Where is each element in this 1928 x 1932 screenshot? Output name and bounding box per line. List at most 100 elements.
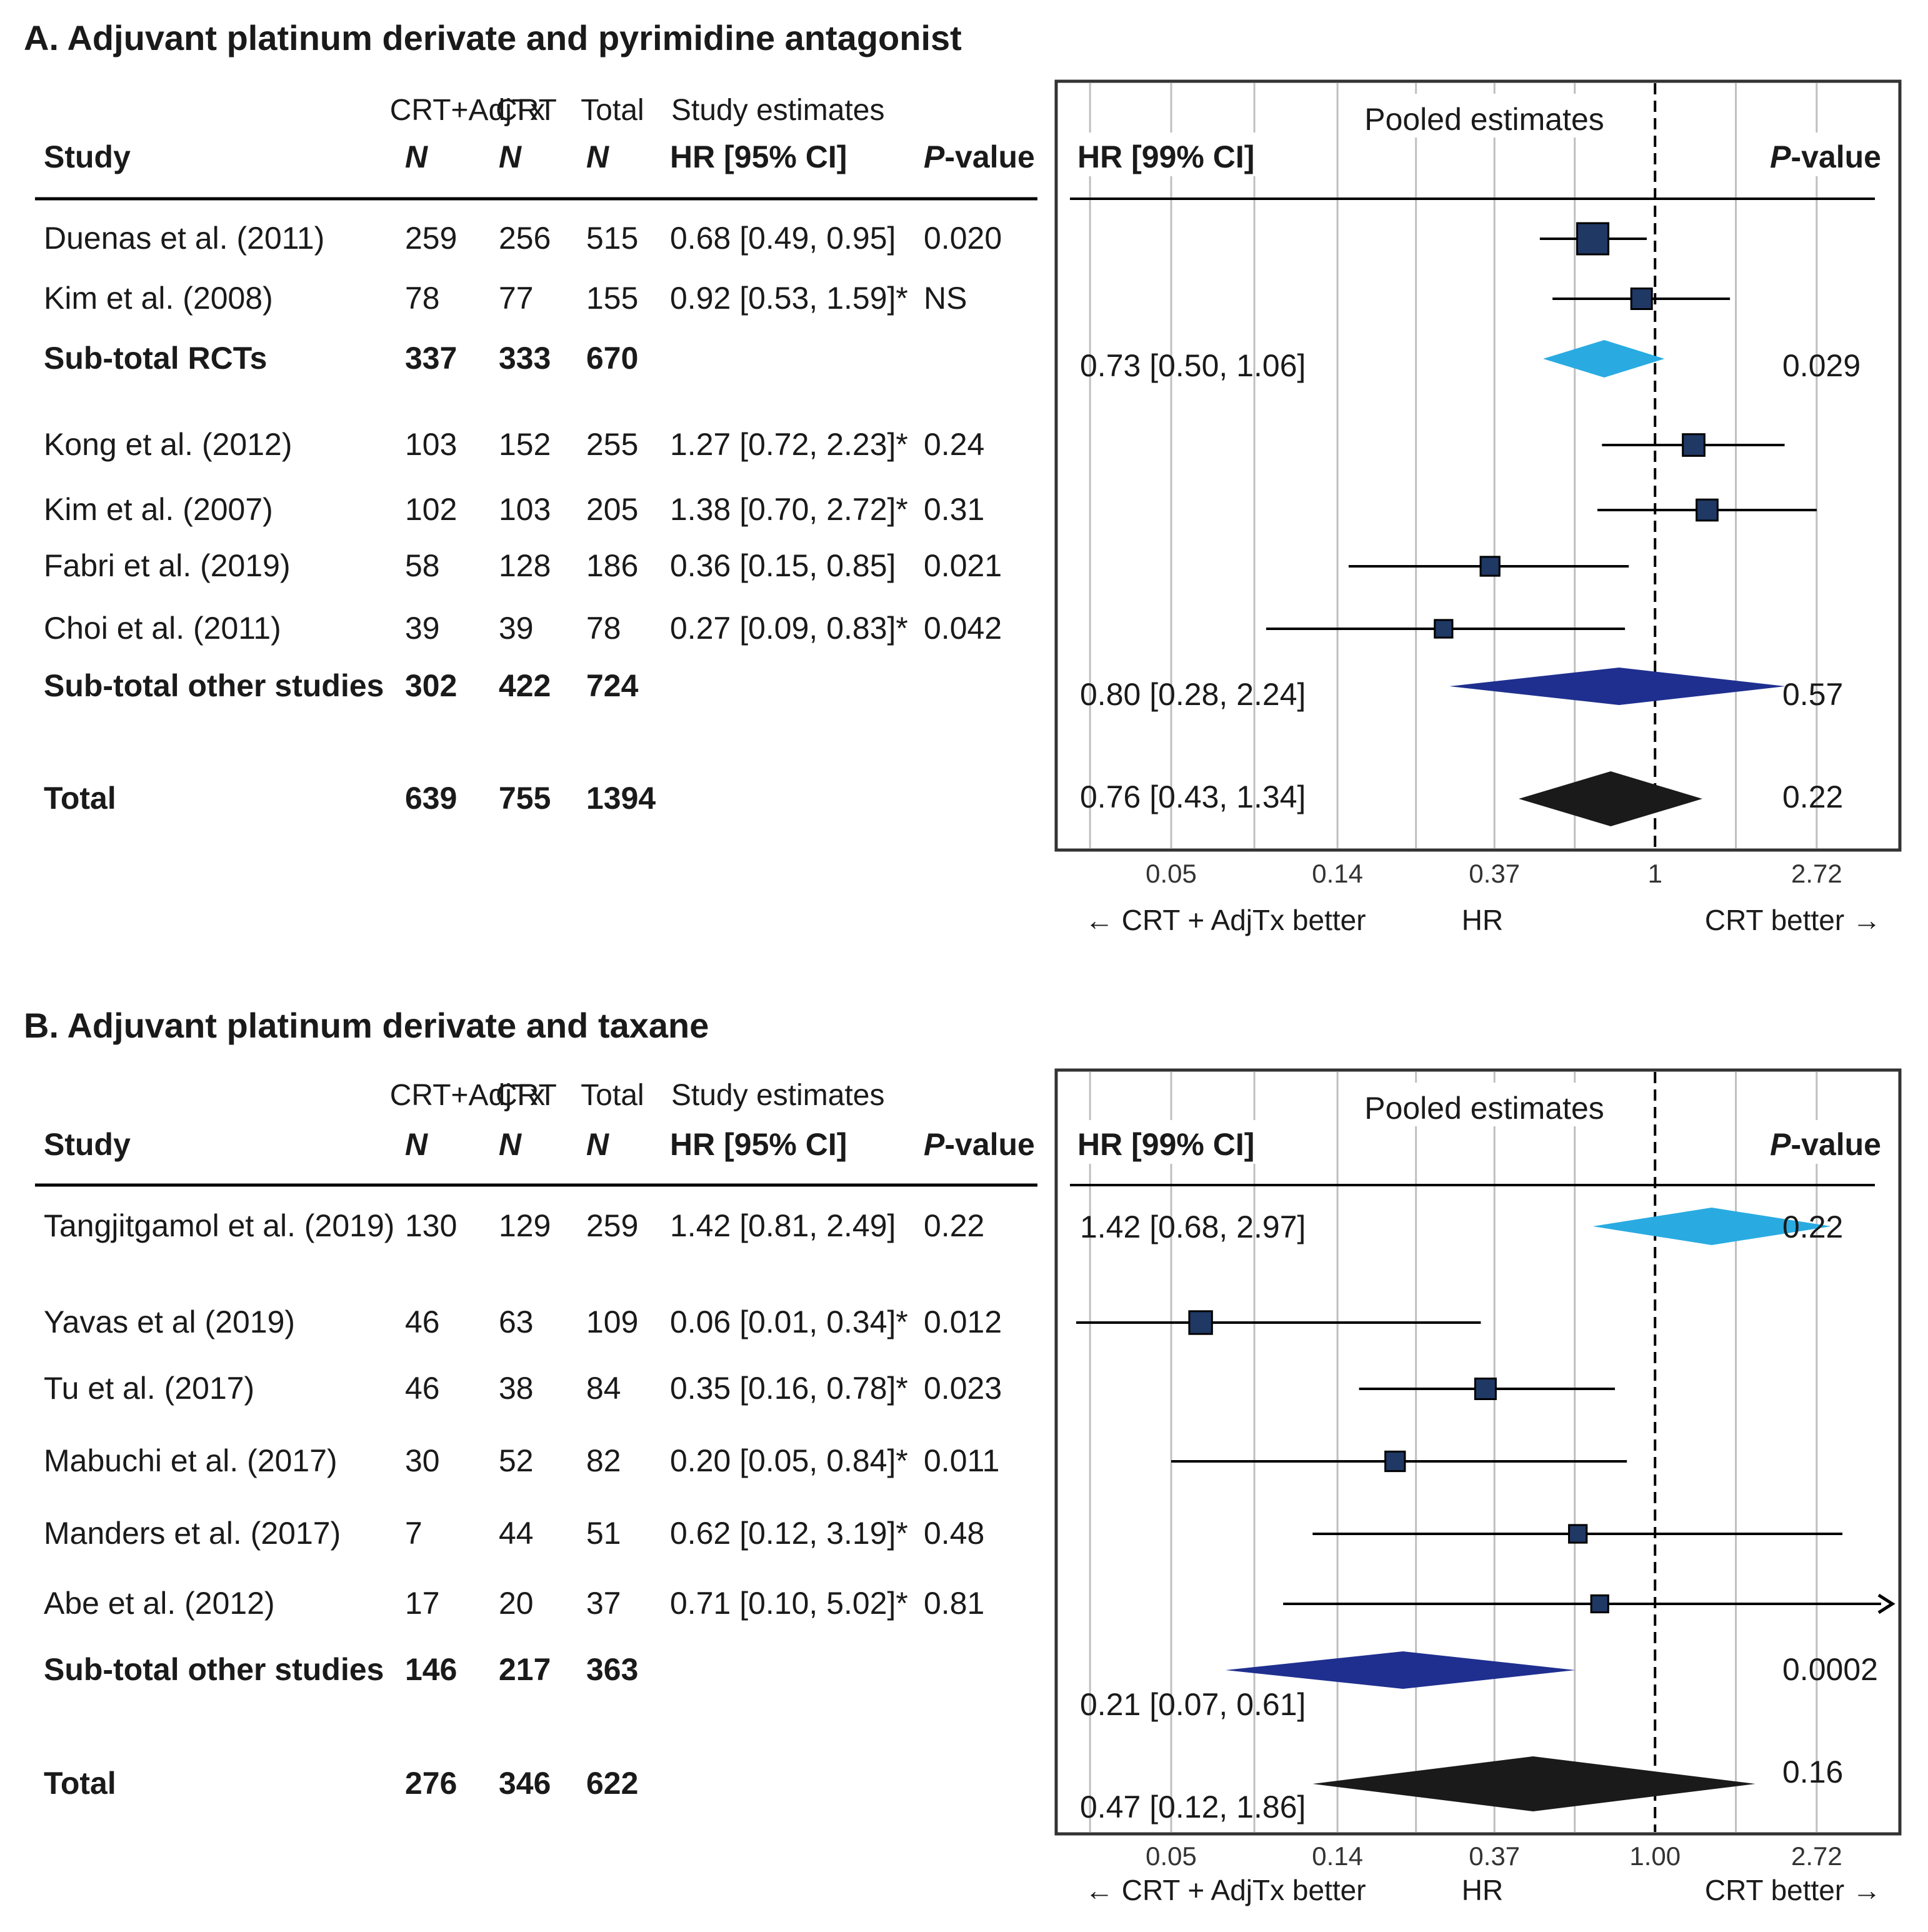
n-total: 84 <box>586 1371 621 1406</box>
pooled-p-value: 0.029 <box>1782 348 1861 383</box>
study-estimate: 1.38 [0.70, 2.72]* <box>670 492 908 527</box>
n-crt-adjtx: 39 <box>405 611 440 646</box>
pooled-estimates-title: Pooled estimates <box>1364 102 1604 137</box>
pooled-p-value: 0.0002 <box>1782 1652 1878 1687</box>
plot-frame <box>1054 1068 1902 1836</box>
col-header-hr-95ci: HR [95% CI] <box>670 1127 847 1162</box>
n-total: 205 <box>586 492 638 527</box>
n-crt-adjtx: 58 <box>405 548 440 583</box>
study-name: Yavas et al (2019) <box>44 1304 295 1339</box>
pooled-estimate: 0.80 [0.28, 2.24] <box>1080 677 1306 712</box>
n-total: 78 <box>586 611 621 646</box>
n-total: 51 <box>586 1516 621 1551</box>
n-total: 155 <box>586 281 638 316</box>
study-name: Tangjitgamol et al. (2019) <box>44 1208 394 1243</box>
pooled-row: Sub-total other studies 146 217 363 0.21 [0.… <box>44 1651 1878 1722</box>
pooled-estimate: 1.42 [0.68, 2.97] <box>1080 1209 1306 1244</box>
pooled-row: Tangjitgamol et al. (2019) 130 129 259 1.42 … <box>44 1208 1843 1245</box>
n-crt: 755 <box>499 781 551 816</box>
col-header-hr-95ci: HR [95% CI] <box>670 139 847 174</box>
n-crt-adjtx: 337 <box>405 341 457 376</box>
n-crt-adjtx: 146 <box>405 1652 457 1687</box>
study-p-value: 0.31 <box>924 492 984 527</box>
study-estimate: 0.62 [0.12, 3.19]* <box>670 1516 908 1551</box>
forest-panel-b: B. Adjuvant platinum derivate and taxane… <box>24 1006 1902 1906</box>
ci-arrow-right <box>1877 1593 1896 1614</box>
x-tick-label: 0.37 <box>1469 1841 1520 1871</box>
point-estimate-box <box>1630 288 1653 310</box>
pooled-diamond <box>1543 340 1665 378</box>
col-header-crt: CRT <box>496 1079 557 1112</box>
col-header-crt-adjtx: CRT+AdjTx <box>390 1079 546 1112</box>
col-header-study-estimates: Study estimates <box>671 1079 884 1112</box>
pooled-estimates-title: Pooled estimates <box>1364 1091 1604 1126</box>
n-total: 255 <box>586 427 638 462</box>
study-p-value: 0.81 <box>924 1586 984 1621</box>
study-estimate: 0.27 [0.09, 0.83]* <box>670 611 908 646</box>
study-p-value: 0.023 <box>924 1371 1002 1406</box>
pooled-header-hr-99ci: HR [99% CI] <box>1077 1127 1254 1162</box>
pooled-diamond <box>1449 668 1786 705</box>
study-row: Yavas et al (2019) 46 63 109 0.06 [0.01, 0.3… <box>44 1304 1481 1339</box>
direction-label-left: ← CRT + AdjTx better <box>1085 904 1366 936</box>
pooled-p-header-backdrop <box>1750 133 1887 176</box>
n-crt-adjtx: 46 <box>405 1304 440 1339</box>
pooled-estimate: 0.76 [0.43, 1.34] <box>1080 779 1306 814</box>
study-name: Tu et al. (2017) <box>44 1371 254 1406</box>
study-name: Kong et al. (2012) <box>44 427 292 462</box>
x-tick-label: 0.37 <box>1469 859 1520 888</box>
pooled-row: Total 639 755 1394 0.76 [0.43, 1.34] 0.22 <box>44 771 1843 826</box>
study-name: Kim et al. (2008) <box>44 281 273 316</box>
study-name: Total <box>44 781 116 816</box>
study-p-value: 0.042 <box>924 611 1002 646</box>
point-estimate-box <box>1479 556 1501 577</box>
point-estimate-box <box>1568 1524 1588 1544</box>
x-axis-label: HR <box>1462 904 1503 936</box>
study-row: Duenas et al. (2011) 259 256 515 0.68 [0.49,… <box>44 221 1647 256</box>
study-row: Kim et al. (2007) 102 103 205 1.38 [0.70, 2.… <box>44 492 1817 527</box>
n-crt: 346 <box>499 1766 551 1801</box>
pooled-p-header-backdrop <box>1750 1120 1887 1164</box>
n-crt-adjtx: 276 <box>405 1766 457 1801</box>
pooled-row: Sub-total other studies 302 422 724 0.80 [0.… <box>44 668 1843 712</box>
n-crt: 20 <box>499 1586 534 1621</box>
n-crt: 52 <box>499 1443 534 1478</box>
pooled-diamond <box>1225 1651 1576 1689</box>
n-crt-adjtx: 103 <box>405 427 457 462</box>
pooled-p-value: 0.57 <box>1782 677 1843 712</box>
x-tick-label: 0.14 <box>1312 859 1363 888</box>
pooled-hr-header-backdrop <box>1075 133 1262 176</box>
n-crt: 256 <box>499 221 551 256</box>
col-header-n-total: N <box>586 1127 609 1162</box>
n-crt-adjtx: 78 <box>405 281 440 316</box>
n-crt: 217 <box>499 1652 551 1687</box>
study-p-value: NS <box>924 281 967 316</box>
n-crt: 63 <box>499 1304 534 1339</box>
study-name: Total <box>44 1766 116 1801</box>
panel-title: A. Adjuvant platinum derivate and pyrimi… <box>24 18 962 58</box>
pooled-estimate: 0.21 [0.07, 0.61] <box>1080 1687 1306 1722</box>
pooled-p-value: 0.16 <box>1782 1754 1843 1789</box>
forest-panel-a: A. Adjuvant platinum derivate and pyrimi… <box>24 18 1902 936</box>
x-tick-label: 0.05 <box>1146 859 1197 888</box>
col-header-crt-adjtx: CRT+AdjTx <box>390 94 546 127</box>
study-name: Sub-total RCTs <box>44 341 267 376</box>
study-row: Mabuchi et al. (2017) 30 52 82 0.20 [0.05, 0… <box>44 1443 1627 1478</box>
study-p-value: 0.22 <box>924 1208 984 1243</box>
pooled-estimate: 0.47 [0.12, 1.86] <box>1080 1789 1306 1824</box>
n-crt-adjtx: 302 <box>405 668 457 703</box>
study-estimate: 1.42 [0.81, 2.49] <box>670 1208 896 1243</box>
pooled-row: Total 276 346 622 0.47 [0.12, 1.86] 0.16 <box>44 1754 1843 1824</box>
pooled-p-value: 0.22 <box>1782 1209 1843 1244</box>
n-crt: 422 <box>499 668 551 703</box>
study-estimate: 0.36 [0.15, 0.85] <box>670 548 896 583</box>
direction-label-right: CRT better → <box>1705 1874 1881 1906</box>
pooled-header-p-value: P-value <box>1770 139 1881 174</box>
pooled-row: Sub-total RCTs 337 333 670 0.73 [0.50, 1.06]… <box>44 340 1861 383</box>
col-header-p-value: P-value <box>924 139 1035 174</box>
n-total: 515 <box>586 221 638 256</box>
study-p-value: 0.011 <box>924 1443 999 1478</box>
pooled-diamond <box>1519 771 1702 826</box>
study-row: Manders et al. (2017) 7 44 51 0.62 [0.12, 3.… <box>44 1516 1843 1551</box>
